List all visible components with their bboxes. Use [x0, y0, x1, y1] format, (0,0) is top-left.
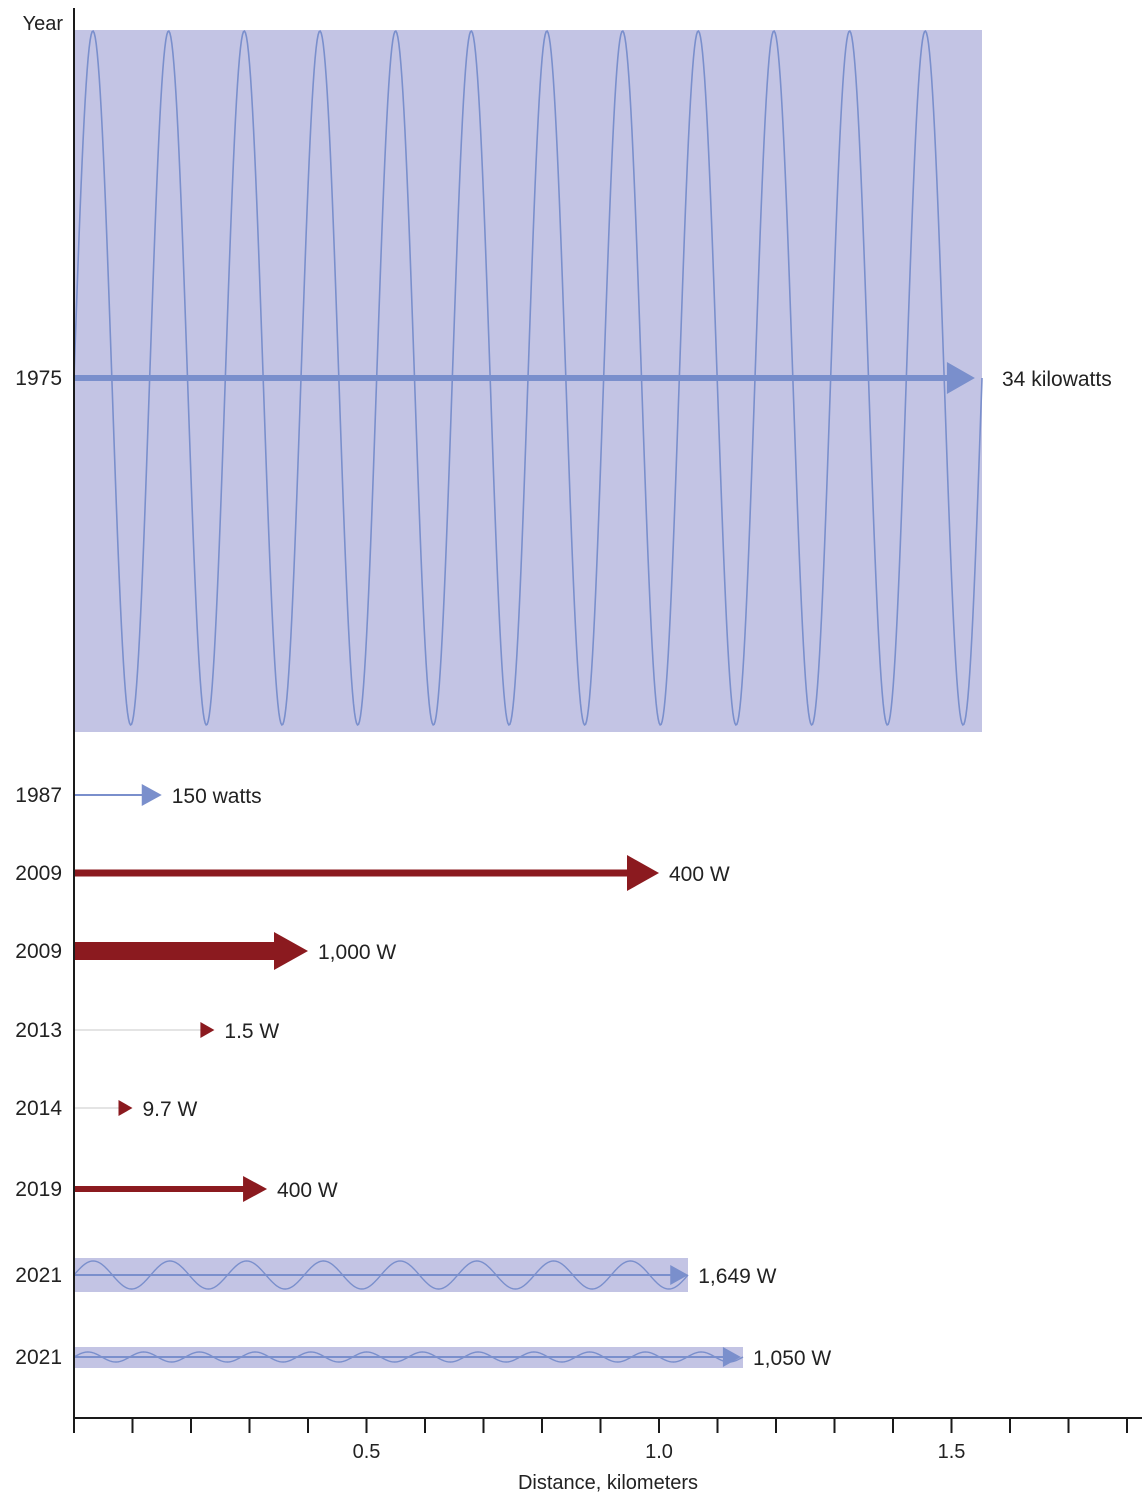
power-label: 1,050 W	[753, 1347, 831, 1370]
power-label: 1,649 W	[698, 1265, 776, 1288]
wave-band-layer	[73, 29, 983, 1368]
beam-shaft	[74, 942, 275, 960]
x-tick-label: 1.0	[645, 1441, 673, 1463]
year-label: 2021	[15, 1346, 62, 1369]
beam-arrowhead	[670, 1265, 689, 1285]
year-label: 2019	[15, 1178, 62, 1201]
power-label: 150 watts	[172, 785, 262, 808]
year-label: 2014	[15, 1097, 62, 1120]
beam-arrowhead	[200, 1022, 215, 1038]
year-label: 1987	[15, 784, 62, 807]
beam-arrowhead	[118, 1100, 133, 1116]
beam-arrowhead	[274, 932, 308, 970]
x-axis-ticks: 0.5 1.0 1.5	[73, 1418, 1128, 1463]
year-label: 2009	[15, 940, 62, 963]
x-axis-title: Distance, kilometers	[518, 1472, 698, 1494]
x-tick-label: 0.5	[353, 1441, 381, 1463]
power-label: 9.7 W	[143, 1098, 198, 1121]
beam-shaft	[74, 375, 948, 381]
bar-layer	[74, 362, 975, 1367]
year-label: 2009	[15, 862, 62, 885]
beam-arrowhead	[243, 1176, 268, 1202]
power-label: 1,000 W	[318, 941, 396, 964]
year-label: 2013	[15, 1019, 62, 1042]
beam-arrowhead	[722, 1347, 741, 1367]
label-layer: 1975 34 kilowatts 1987 150 watts 2009 400 W 20…	[15, 367, 1111, 1370]
beam-arrowhead	[141, 784, 162, 806]
x-tick-label: 1.5	[938, 1441, 966, 1463]
power-label: 1.5 W	[224, 1020, 279, 1043]
beam-shaft	[74, 1186, 245, 1192]
beam-arrowhead	[627, 855, 659, 891]
power-label: 400 W	[669, 863, 730, 886]
power-label: 400 W	[277, 1179, 338, 1202]
year-label: 1975	[15, 367, 62, 390]
beam-shaft	[74, 869, 628, 877]
power-label: 34 kilowatts	[1002, 368, 1112, 391]
beam-arrowhead	[946, 362, 975, 394]
y-axis-title: Year	[23, 13, 64, 35]
year-label: 2021	[15, 1264, 62, 1287]
